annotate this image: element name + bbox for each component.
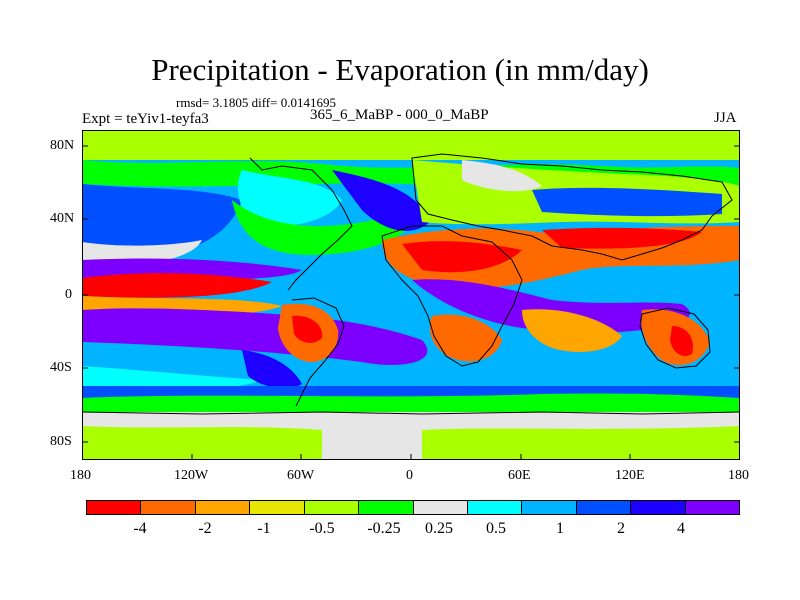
- lon-label-180w: 180: [70, 468, 91, 483]
- colorbar-swatch: [413, 501, 468, 514]
- colorbar-label: 0.5: [486, 520, 506, 537]
- colorbar-label: -0.25: [367, 520, 401, 537]
- lon-label-60e: 60E: [508, 468, 531, 483]
- colorbar-swatch: [304, 501, 360, 514]
- map-ticks: [82, 145, 740, 460]
- southern-subtropics: [82, 342, 740, 392]
- lat-label-80n: 80N: [50, 138, 75, 153]
- plot-title: Precipitation - Evaporation (in mm/day): [151, 52, 649, 87]
- colorbar-label: -0.5: [309, 520, 335, 537]
- colorbar-swatch: [685, 501, 740, 514]
- south-pacific-convergence: [82, 308, 428, 366]
- colorbar-swatch: [467, 501, 523, 514]
- africa-coast: [381, 225, 523, 367]
- south-america-coast: [291, 297, 345, 407]
- colorbar-swatch: [522, 501, 577, 514]
- colorbar-swatch: [141, 501, 196, 514]
- colorbar-swatch: [87, 501, 142, 514]
- southern-africa-dry: [429, 314, 502, 362]
- colorbar-label: 4: [677, 520, 685, 537]
- lat-label-0: 0: [65, 287, 72, 302]
- coastlines: [82, 153, 740, 415]
- lat-label-40s: 40S: [50, 360, 72, 375]
- lon-label-180e: 180: [728, 468, 749, 483]
- colorbar-swatch: [631, 501, 686, 514]
- southern-ocean-green: [82, 393, 740, 412]
- south-pacific-cyan: [82, 366, 262, 391]
- south-atlantic-blue: [242, 350, 302, 389]
- colorbar-label: 2: [617, 520, 625, 537]
- south-america-core: [292, 315, 323, 343]
- sahara-core: [402, 241, 522, 273]
- map-fields: [82, 130, 740, 460]
- north-pacific-field: [82, 184, 242, 255]
- colorbar-swatch: [250, 501, 305, 514]
- colorbar-swatch: [195, 501, 251, 514]
- north-america-green: [232, 200, 414, 255]
- indian-ocean-wet: [412, 279, 690, 333]
- australia-core: [670, 326, 694, 357]
- lat-label-40n: 40N: [50, 211, 75, 226]
- siberia-blue: [532, 187, 722, 217]
- map-panel: [82, 130, 740, 460]
- arctic-band: [82, 130, 740, 160]
- north-america-coast: [249, 157, 353, 291]
- antarctica-coast: [82, 411, 740, 415]
- indian-ocean-dry: [522, 309, 622, 352]
- colorbar-label: -2: [198, 520, 212, 537]
- colorbar: [86, 500, 740, 515]
- lat-label-80s: 80S: [50, 434, 72, 449]
- antarctic-green-east: [422, 426, 740, 460]
- equatorial-pacific-dry: [82, 273, 272, 298]
- season-label: JJA: [714, 110, 737, 126]
- scandinavia-gray: [462, 160, 542, 192]
- colorbar-label: -1: [257, 520, 271, 537]
- colorbar-swatch: [576, 501, 632, 514]
- colorbar-label: -4: [133, 520, 147, 537]
- experiment-label: Expt = teYiv1-teyfa3: [82, 111, 209, 127]
- lon-label-120e: 120E: [615, 468, 645, 483]
- australia-coast: [639, 307, 711, 369]
- lon-label-120w: 120W: [174, 468, 209, 483]
- lon-label-60w: 60W: [287, 468, 315, 483]
- north-america-cyan: [237, 170, 342, 227]
- colorbar-swatch: [359, 501, 414, 514]
- colorbar-label: 0.25: [425, 520, 453, 537]
- antarctic-green-west: [82, 426, 322, 460]
- stats-label: rmsd= 3.1805 diff= 0.0141695: [176, 95, 336, 110]
- period-label: 365_6_MaBP - 000_0_MaBP: [310, 107, 489, 123]
- eurasia-coast: [411, 153, 733, 261]
- central-asia-core: [542, 227, 702, 249]
- precip-evap-map: [82, 130, 740, 460]
- lon-label-0: 0: [406, 468, 413, 483]
- colorbar-label: 1: [556, 520, 564, 537]
- north-atlantic-field: [332, 170, 432, 231]
